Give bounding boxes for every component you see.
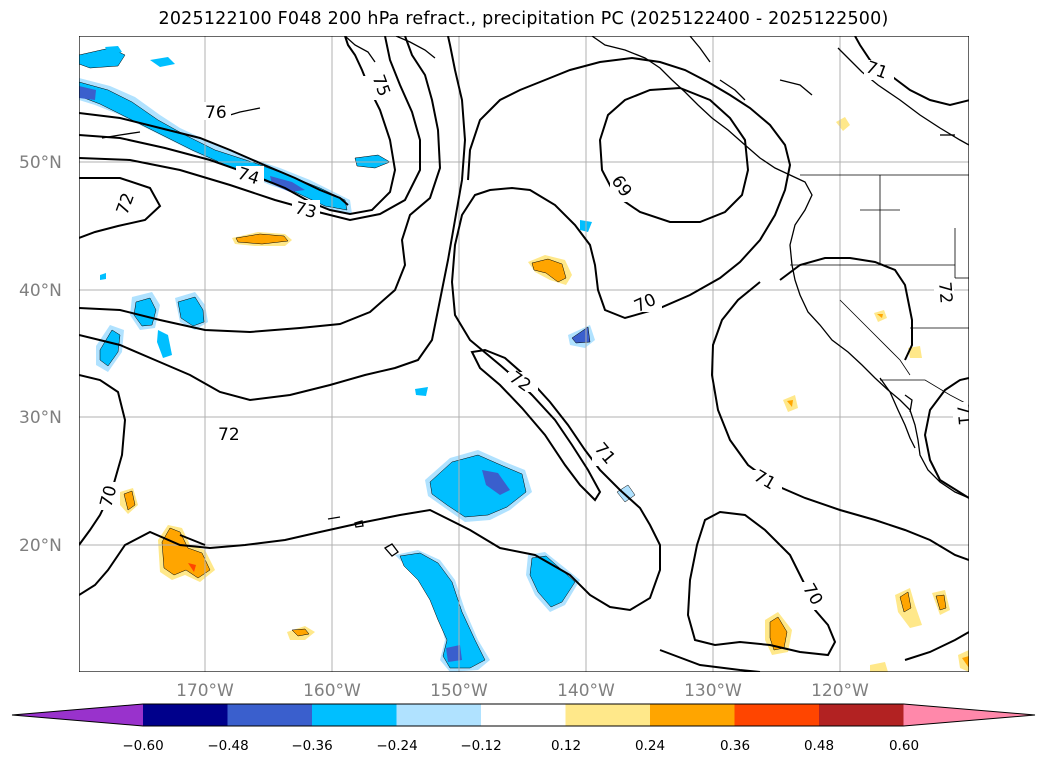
contour-label: 72 [218, 425, 240, 445]
colorbar-segment [396, 704, 482, 726]
lat-label-30n: 30°N [19, 408, 62, 428]
lon-labels: 170°W 160°W 150°W 140°W 130°W 120°W [176, 681, 869, 701]
gridlines [79, 36, 969, 672]
lon-label-170w: 170°W [176, 681, 234, 701]
colorbar-tick-label: −0.24 [376, 738, 417, 754]
colorbar-segment [143, 704, 228, 726]
colorbar-outline [11, 703, 1036, 727]
colorbar: −0.60 −0.48 −0.36 −0.24 −0.12 0.12 0.24 … [11, 703, 1036, 754]
colorbar-tick-label: 0.48 [804, 738, 834, 754]
colorbar-segment [312, 704, 397, 726]
lat-label-50n: 50°N [19, 153, 62, 173]
colorbar-tick-label: −0.12 [460, 738, 501, 754]
lat-labels: 50°N 40°N 30°N 20°N [19, 153, 62, 556]
colorbar-extend-low [12, 704, 143, 726]
contour-label: 72 [934, 281, 956, 304]
colorbar-tick-label: −0.48 [207, 738, 248, 754]
map-title: 2025122100 F048 200 hPa refract., precip… [158, 9, 889, 29]
lat-label-40n: 40°N [19, 281, 62, 301]
lon-label-140w: 140°W [557, 681, 615, 701]
colorbar-segment [227, 704, 313, 726]
map-panel: 76 75 74 73 72 72 72 72 71 71 71 71 70 [79, 36, 974, 672]
colorbar-segment [481, 704, 566, 726]
lon-label-130w: 130°W [684, 681, 742, 701]
contour-label: 71 [952, 403, 974, 426]
colorbar-tick-label: 0.36 [720, 738, 750, 754]
coastlines [101, 36, 969, 557]
contour-label: 76 [205, 103, 227, 123]
lat-label-20n: 20°N [19, 536, 62, 556]
contour-labels: 76 75 74 73 72 72 72 72 71 71 71 71 70 [96, 57, 974, 610]
borders [790, 174, 969, 406]
colorbar-tick-label: −0.60 [122, 738, 163, 754]
colorbar-segment [650, 704, 735, 726]
colorbar-segment [734, 704, 820, 726]
colorbar-segment [819, 704, 904, 726]
lon-label-120w: 120°W [811, 681, 869, 701]
colorbar-segment [565, 704, 651, 726]
colorbar-tick-label: 0.24 [635, 738, 665, 754]
refractivity-contours [79, 36, 969, 672]
lon-label-160w: 160°W [303, 681, 361, 701]
lon-label-150w: 150°W [430, 681, 488, 701]
colorbar-extend-high [903, 704, 1035, 726]
colorbar-tick-label: −0.36 [291, 738, 332, 754]
colorbar-tick-labels: −0.60 −0.48 −0.36 −0.24 −0.12 0.12 0.24 … [122, 738, 919, 754]
colorbar-tick-label: 0.12 [551, 738, 581, 754]
colorbar-segments [11, 703, 1036, 727]
colorbar-tick-label: 0.60 [889, 738, 919, 754]
